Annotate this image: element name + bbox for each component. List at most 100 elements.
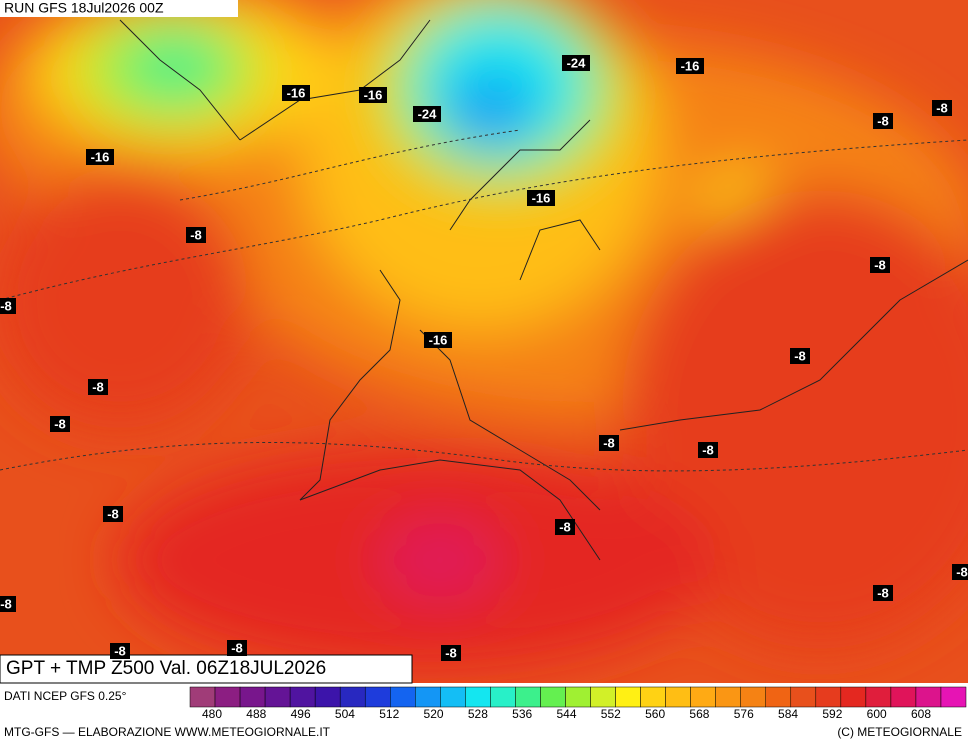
contour-label: -8	[877, 113, 889, 128]
scale-swatch	[515, 686, 541, 708]
scale-label: 528	[468, 707, 488, 721]
contour-label: -8	[702, 442, 714, 457]
contour-label-box	[555, 519, 575, 535]
contour-label: -8	[54, 416, 66, 431]
scale-swatch	[615, 686, 641, 708]
contour-label: -16	[91, 149, 110, 164]
contour-label-box	[873, 585, 893, 601]
contour-label-box	[870, 257, 890, 273]
contour-label-box	[790, 348, 810, 364]
contour-label-box	[103, 506, 123, 522]
scale-swatch	[189, 686, 216, 708]
scale-swatch	[314, 686, 341, 708]
scale-swatch	[590, 686, 616, 708]
contour-label: -8	[559, 519, 571, 534]
scale-swatch	[239, 686, 266, 708]
scale-label: 496	[291, 707, 311, 721]
contour-label: -8	[874, 257, 886, 272]
contour-label-box	[282, 85, 310, 101]
scale-swatch	[440, 686, 466, 708]
contour-label-box	[86, 149, 114, 165]
contour-label: -16	[429, 332, 448, 347]
scale-label: 568	[689, 707, 709, 721]
temperature-field	[0, 0, 968, 683]
scale-label: 504	[335, 707, 355, 721]
contour-label-box	[873, 113, 893, 129]
contour-label-box	[527, 190, 555, 206]
scale-label: 544	[556, 707, 576, 721]
contour-label: -16	[532, 190, 551, 205]
credit-right: (C) METEOGIORNALE	[837, 725, 962, 739]
contour-label: -8	[936, 100, 948, 115]
contour-label-box	[110, 643, 130, 659]
scale-swatch	[940, 686, 967, 708]
contour-label: -8	[445, 645, 457, 660]
contour-label: -8	[794, 348, 806, 363]
scale-label: 488	[246, 707, 266, 721]
contour-label-box	[50, 416, 70, 432]
scale-swatch	[790, 686, 817, 708]
contour-label: -16	[364, 87, 383, 102]
run-label: RUN GFS 18Jul2026 00Z	[4, 0, 164, 16]
scale-swatch	[289, 686, 316, 708]
scale-label: 512	[379, 707, 399, 721]
scale-swatch	[565, 686, 591, 708]
scale-swatch	[490, 686, 516, 708]
credit-left: MTG-GFS — ELABORAZIONE WWW.METEOGIORNALE…	[4, 725, 331, 739]
contour-label-box	[698, 442, 718, 458]
contour-label-box	[441, 645, 461, 661]
scale-swatch	[339, 686, 366, 708]
scale-label: 608	[911, 707, 931, 721]
scale-label: 552	[601, 707, 621, 721]
scale-label: 520	[424, 707, 444, 721]
contour-label-box	[562, 55, 590, 71]
scale-swatch	[865, 686, 892, 708]
contour-label-box	[0, 596, 16, 612]
contour-label: -8	[107, 506, 119, 521]
scale-swatch	[915, 686, 942, 708]
scale-swatch	[890, 686, 917, 708]
scale-label: 480	[202, 707, 222, 721]
scale-swatch	[214, 686, 241, 708]
scale-swatch	[840, 686, 867, 708]
source: DATI NCEP GFS 0.25°	[4, 689, 127, 703]
scale-swatch	[640, 686, 666, 708]
scale-swatch	[415, 686, 441, 708]
scale-swatch	[690, 686, 716, 708]
scale-label: 560	[645, 707, 665, 721]
contour-label: -8	[231, 640, 243, 655]
contours	[0, 129, 968, 472]
scale-swatch	[765, 686, 792, 708]
contour-label: -8	[114, 643, 126, 658]
scale-swatch	[815, 686, 842, 708]
contour-label: -8	[0, 298, 12, 313]
scale-label: 536	[512, 707, 532, 721]
contour-label: -8	[603, 435, 615, 450]
contour-label-box	[424, 332, 452, 348]
contour-label: -24	[567, 55, 587, 70]
contour-label-box	[413, 106, 441, 122]
run-box	[0, 0, 238, 17]
contour-label-box	[359, 87, 387, 103]
scale-swatch	[465, 686, 491, 708]
contour-label: -24	[418, 106, 438, 121]
scale-swatch	[540, 686, 566, 708]
title-box	[0, 654, 413, 684]
scale-swatch	[390, 686, 416, 708]
contour-label: -16	[287, 85, 306, 100]
scale-swatch	[264, 686, 291, 708]
contour-label-box	[599, 435, 619, 451]
contour-label-box	[952, 564, 968, 580]
scale-swatch	[665, 686, 691, 708]
scale-swatch	[364, 686, 391, 708]
contour-label-box	[186, 227, 206, 243]
scale-swatch	[740, 686, 766, 708]
scale-label: 600	[867, 707, 887, 721]
contour-label: -8	[190, 227, 202, 242]
contour-label: -8	[92, 379, 104, 394]
scale-label: 584	[778, 707, 798, 721]
contour-label-box	[676, 58, 704, 74]
contour-label-box	[88, 379, 108, 395]
